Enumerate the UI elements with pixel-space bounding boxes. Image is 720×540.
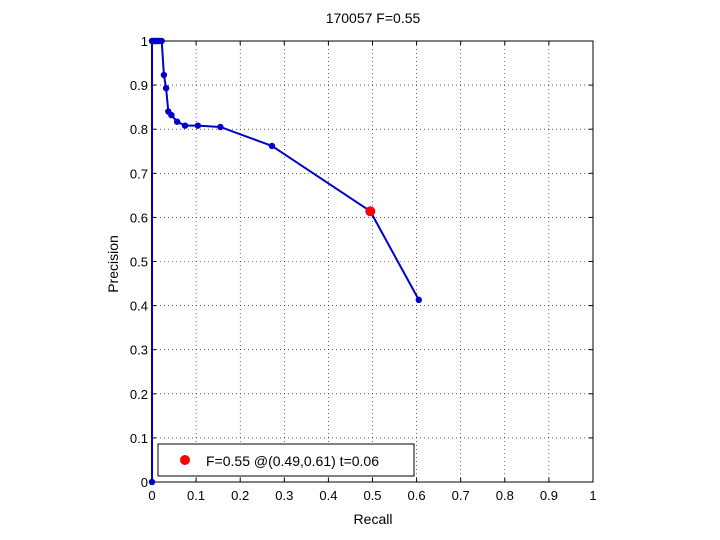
- series-point: [148, 478, 156, 486]
- series-point: [162, 84, 170, 92]
- series-point: [194, 122, 202, 129]
- x-tick-label: 0.9: [540, 488, 558, 503]
- x-tick-label: 1: [589, 488, 596, 503]
- y-ticks: 0 0.1 0.2 0.3 0.4 0.5 0.6 0.7 0.8 0.9 1: [130, 34, 593, 490]
- x-tick-label: 0.2: [231, 488, 249, 503]
- legend-box: [157, 443, 415, 477]
- x-ticks: 0 0.1 0.2 0.3 0.4 0.5 0.6 0.7 0.8 0.9 1: [148, 41, 597, 503]
- highlight-group: [365, 206, 376, 217]
- y-axis-label: Precision: [105, 235, 121, 293]
- grid-lines: [152, 41, 593, 482]
- x-tick-label: 0: [148, 488, 155, 503]
- y-tick-label: 0.6: [130, 210, 148, 225]
- y-tick-label: 0.9: [130, 78, 148, 93]
- y-tick-label: 0.3: [130, 343, 148, 358]
- y-tick-label: 0.1: [130, 431, 148, 446]
- series-point: [217, 123, 224, 131]
- y-tick-label: 0.8: [130, 122, 148, 137]
- series-point: [181, 122, 189, 129]
- highlight-point: [365, 206, 376, 217]
- series-line-group: [148, 37, 423, 486]
- legend-marker: [180, 455, 190, 465]
- y-tick-label: 1: [141, 34, 148, 49]
- legend-entry: F=0.55 @(0.49,0.61) t=0.06: [206, 453, 379, 469]
- x-tick-label: 0.5: [363, 488, 381, 503]
- chart-title: 170057 F=0.55: [326, 10, 421, 26]
- x-tick-label: 0.1: [187, 488, 205, 503]
- legend: F=0.55 @(0.49,0.61) t=0.06: [157, 443, 415, 477]
- x-tick-label: 0.3: [275, 488, 293, 503]
- series-point: [160, 71, 168, 79]
- series-point: [268, 142, 276, 150]
- y-tick-label: 0.2: [130, 387, 148, 402]
- y-tick-label: 0: [141, 475, 148, 490]
- series-point: [415, 296, 423, 304]
- x-tick-label: 0.6: [408, 488, 426, 503]
- x-tick-label: 0.8: [496, 488, 514, 503]
- y-tick-label: 0.7: [130, 166, 148, 181]
- x-axis-label: Recall: [354, 511, 393, 527]
- series-point: [168, 111, 175, 119]
- x-tick-label: 0.7: [452, 488, 470, 503]
- y-tick-label: 0.4: [130, 299, 148, 314]
- y-tick-label: 0.5: [130, 255, 148, 270]
- x-tick-label: 0.4: [319, 488, 337, 503]
- series-point: [173, 118, 181, 125]
- series-point: [158, 37, 165, 45]
